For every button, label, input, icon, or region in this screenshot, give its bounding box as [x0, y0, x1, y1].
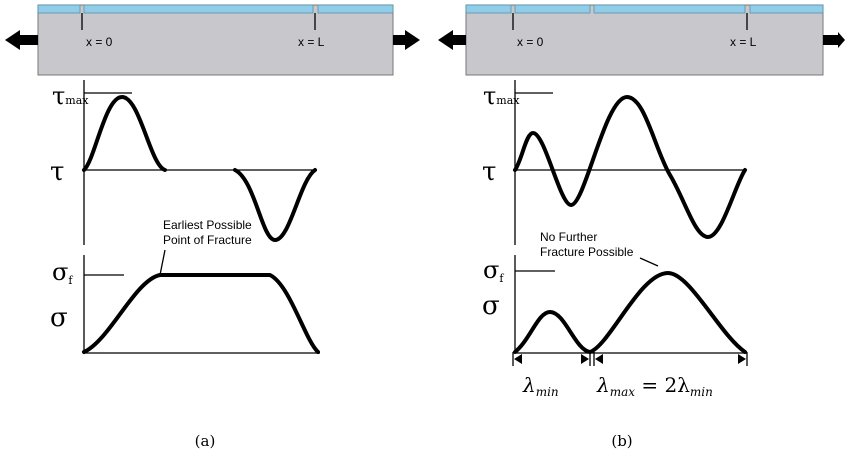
leader: [640, 258, 658, 266]
lambda-max-label: λmax = 2λmin: [596, 373, 713, 399]
coating: [318, 5, 393, 13]
annotation: Fracture Possible: [540, 245, 634, 259]
arrowhead: [581, 354, 589, 364]
arrowhead: [738, 354, 746, 364]
arrowhead: [514, 354, 522, 364]
equation: = 2λ: [635, 373, 690, 397]
tau-curve: [84, 97, 165, 170]
sigma-label: σ: [482, 291, 500, 321]
figure: x = 0 x = L τmax τ Earliest Possible Poi…: [0, 0, 845, 463]
arrowhead: [595, 354, 603, 364]
sigma-f-label: σf: [52, 258, 73, 287]
symbol: σ: [483, 256, 499, 284]
leader: [160, 250, 165, 275]
symbol: λ: [596, 373, 610, 397]
sigma-label: σ: [50, 303, 68, 333]
annotation: No Further: [540, 230, 597, 244]
subscript: min: [690, 385, 713, 399]
panel-b: x = 0 x = L τmax τ No Further Fracture P…: [438, 5, 845, 450]
subscript: max: [610, 385, 636, 399]
lambda-min-label: λmin: [522, 373, 559, 399]
xL-label: x = L: [730, 35, 757, 49]
caption: (b): [611, 432, 632, 450]
tau-curve: [515, 97, 745, 237]
arrow-left: [438, 30, 466, 50]
sigma-curve: [515, 273, 745, 352]
sigma-f-label: σf: [483, 256, 504, 285]
arrow-right: [823, 32, 845, 48]
tau-label: τ: [50, 157, 64, 187]
coating: [515, 5, 590, 13]
annotation: Earliest Possible: [163, 218, 252, 232]
xL-label: x = L: [298, 35, 325, 49]
symbol: τ: [52, 82, 65, 110]
subscript: min: [536, 385, 559, 399]
coating: [466, 5, 511, 13]
coating: [38, 5, 80, 13]
subscript: max: [65, 94, 89, 107]
x0-label: x = 0: [86, 35, 113, 49]
x0-label: x = 0: [517, 35, 544, 49]
subscript: f: [68, 274, 73, 287]
symbol: τ: [483, 82, 496, 110]
symbol: λ: [522, 373, 536, 397]
arrow-right: [393, 30, 420, 50]
annotation: Point of Fracture: [163, 233, 252, 247]
tau-label: τ: [482, 157, 496, 187]
lambda-markers: [513, 352, 747, 366]
coating: [750, 5, 823, 13]
caption: (a): [195, 432, 216, 450]
arrow-left: [5, 30, 38, 50]
symbol: σ: [52, 258, 68, 286]
coating: [84, 5, 313, 13]
coating: [594, 5, 745, 13]
subscript: f: [499, 272, 504, 285]
sigma-curve: [84, 275, 318, 352]
panel-a: x = 0 x = L τmax τ Earliest Possible Poi…: [5, 5, 420, 450]
subscript: max: [496, 94, 520, 107]
